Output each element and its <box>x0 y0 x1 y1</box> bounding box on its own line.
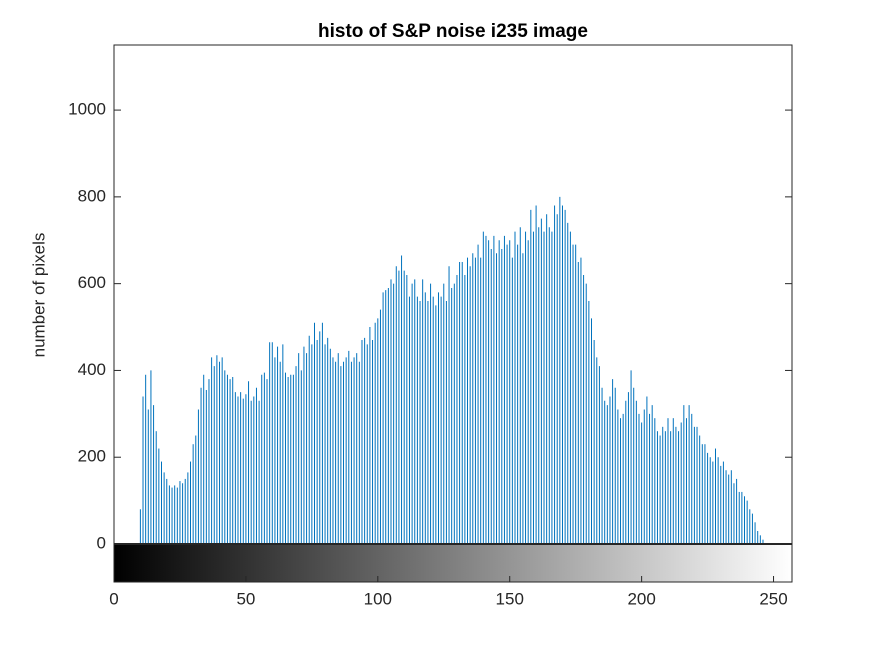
y-tick-label: 800 <box>78 186 106 205</box>
colorbar <box>113 543 793 583</box>
chart-title: histo of S&P noise i235 image <box>318 21 588 42</box>
x-tick-label: 200 <box>627 589 655 608</box>
x-tick-label: 100 <box>364 589 392 608</box>
x-tick-label: 150 <box>496 589 524 608</box>
x-tick-label: 250 <box>759 589 787 608</box>
y-tick-label: 600 <box>78 273 106 292</box>
x-tick-label: 0 <box>109 589 118 608</box>
y-tick-label: 0 <box>97 533 106 552</box>
y-tick-label: 1000 <box>68 100 106 119</box>
y-axis-label: number of pixels <box>29 233 48 358</box>
x-tick-label: 50 <box>236 589 255 608</box>
plot-area <box>113 44 793 545</box>
y-tick-label: 400 <box>78 360 106 379</box>
y-tick-label: 200 <box>78 447 106 466</box>
